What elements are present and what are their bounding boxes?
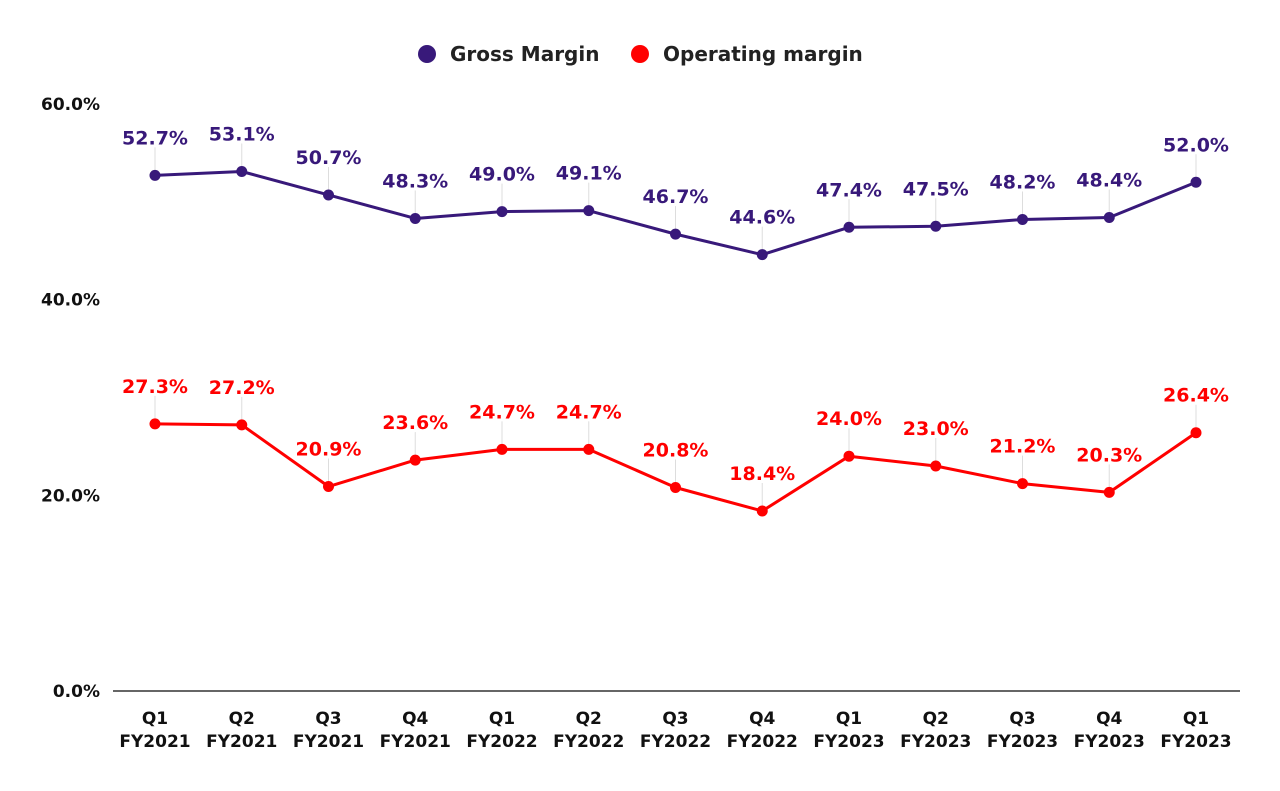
- data-point: [236, 166, 248, 178]
- x-tick-label: Q3: [662, 709, 688, 729]
- data-label: 21.2%: [990, 436, 1056, 458]
- data-label: 52.7%: [122, 127, 188, 149]
- legend-marker: [418, 45, 436, 63]
- data-point: [670, 482, 681, 494]
- data-point: [149, 169, 161, 181]
- data-point: [1017, 213, 1028, 225]
- x-tick-label: Q3: [315, 709, 341, 729]
- x-tick-label: FY2021: [206, 732, 277, 752]
- data-point: [756, 249, 768, 261]
- data-label: 49.0%: [469, 164, 535, 186]
- x-tick-label: Q1: [489, 709, 515, 729]
- data-label: 18.4%: [729, 463, 795, 485]
- data-point: [930, 460, 942, 472]
- x-tick-label: FY2023: [1160, 732, 1231, 752]
- data-point: [409, 212, 421, 224]
- data-label: 44.6%: [729, 207, 795, 229]
- data-label: 26.4%: [1163, 385, 1229, 407]
- data-label: 23.0%: [903, 418, 969, 440]
- data-label: 24.0%: [816, 408, 882, 430]
- data-point: [1017, 478, 1028, 490]
- x-tick-label: Q4: [1096, 709, 1122, 729]
- x-tick-label: FY2022: [640, 732, 711, 752]
- x-tick-label: Q1: [1183, 709, 1209, 729]
- data-point: [149, 418, 161, 430]
- x-tick-label: Q1: [836, 709, 862, 729]
- x-tick-label: FY2023: [813, 732, 884, 752]
- data-label: 48.3%: [382, 170, 448, 192]
- data-label: 48.2%: [990, 171, 1056, 193]
- data-point: [930, 220, 942, 232]
- data-label: 46.7%: [643, 186, 709, 208]
- legend-label: Operating margin: [663, 42, 863, 66]
- data-label: 49.1%: [556, 163, 622, 185]
- data-label: 24.7%: [469, 401, 535, 423]
- x-tick-label: Q2: [576, 709, 602, 729]
- data-point: [583, 205, 595, 217]
- y-tick-label: 40.0%: [41, 291, 100, 311]
- data-label: 20.3%: [1076, 444, 1142, 466]
- data-label: 48.4%: [1076, 169, 1142, 191]
- x-tick-label: Q3: [1009, 709, 1035, 729]
- y-tick-label: 0.0%: [53, 682, 100, 702]
- data-label: 23.6%: [382, 412, 448, 434]
- data-point: [323, 481, 334, 493]
- data-label: 27.3%: [122, 376, 188, 398]
- x-tick-label: FY2021: [119, 732, 190, 752]
- x-tick-label: Q4: [749, 709, 775, 729]
- data-point: [843, 450, 855, 462]
- data-point: [409, 454, 421, 466]
- x-tick-label: FY2023: [1074, 732, 1145, 752]
- data-point: [583, 443, 595, 455]
- x-tick-label: Q2: [923, 709, 949, 729]
- data-point: [1190, 427, 1202, 439]
- data-label: 52.0%: [1163, 134, 1229, 156]
- data-point: [236, 419, 248, 431]
- data-label: 24.7%: [556, 401, 622, 423]
- data-point: [756, 505, 768, 517]
- data-point: [843, 221, 855, 233]
- data-point: [1103, 211, 1115, 223]
- x-tick-label: FY2022: [466, 732, 537, 752]
- data-point: [496, 443, 508, 455]
- data-label: 47.5%: [903, 178, 969, 200]
- data-label: 20.8%: [643, 440, 709, 462]
- data-label: 20.9%: [296, 439, 362, 461]
- legend-label: Gross Margin: [450, 42, 599, 66]
- x-tick-label: FY2022: [727, 732, 798, 752]
- x-tick-label: Q1: [142, 709, 168, 729]
- x-tick-label: FY2023: [987, 732, 1058, 752]
- x-tick-label: Q4: [402, 709, 428, 729]
- x-tick-label: Q2: [229, 709, 255, 729]
- data-point: [1190, 176, 1202, 188]
- data-label: 50.7%: [296, 147, 362, 169]
- y-tick-label: 20.0%: [41, 486, 100, 506]
- data-point: [670, 228, 681, 240]
- data-point: [1103, 486, 1115, 498]
- data-label: 27.2%: [209, 377, 275, 399]
- x-tick-label: FY2023: [900, 732, 971, 752]
- data-label: 53.1%: [209, 124, 275, 146]
- data-label: 47.4%: [816, 179, 882, 201]
- x-tick-label: FY2022: [553, 732, 624, 752]
- data-point: [496, 206, 508, 218]
- legend-marker: [631, 45, 649, 63]
- x-tick-label: FY2021: [293, 732, 364, 752]
- x-tick-label: FY2021: [380, 732, 451, 752]
- data-point: [323, 189, 334, 201]
- y-tick-label: 60.0%: [41, 95, 100, 115]
